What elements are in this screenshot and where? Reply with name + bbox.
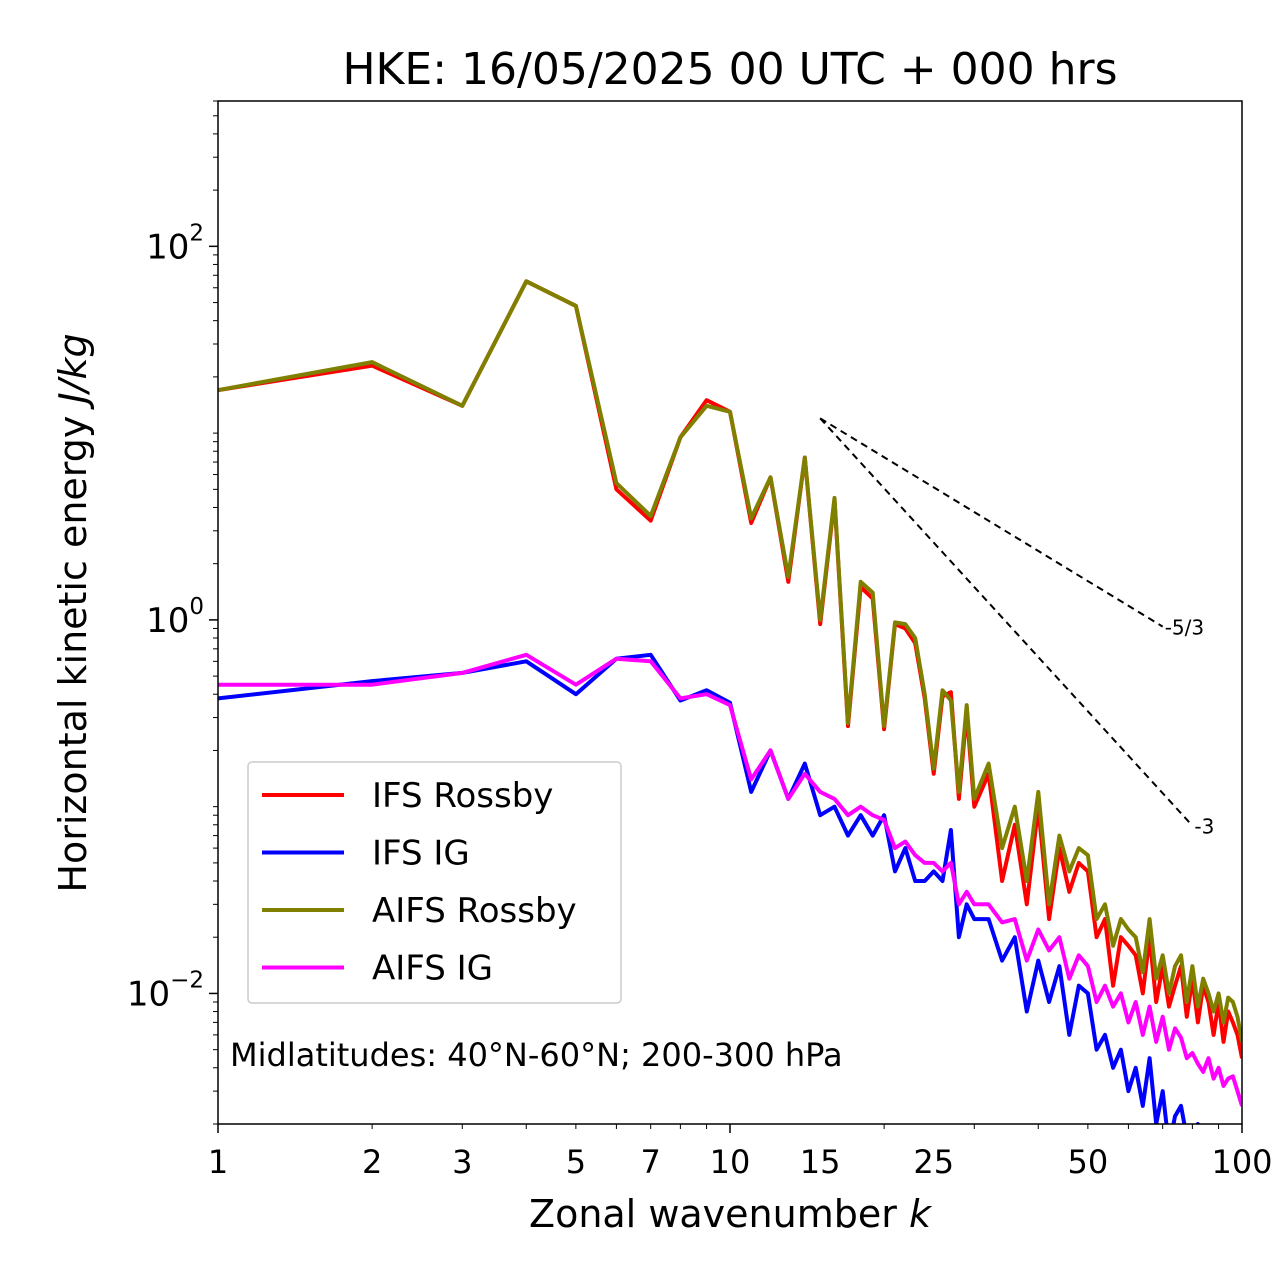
y-tick-label: 10−2 <box>127 967 204 1014</box>
reference-line-label: -5/3 <box>1165 616 1204 640</box>
legend-label: AIFS Rossby <box>372 891 577 931</box>
reference-line <box>819 417 1164 628</box>
x-tick-label: 1 <box>208 1143 228 1181</box>
series-line-aifs-ig <box>218 652 1242 1107</box>
x-tick-label: 15 <box>800 1143 841 1181</box>
x-tick-label: 7 <box>641 1143 661 1181</box>
y-tick-label: 100 <box>146 594 204 641</box>
legend-box <box>247 761 622 1004</box>
y-axis-label: Horizontal kinetic energy J/kg <box>51 333 95 892</box>
series-line-aifs-rossby <box>218 279 1242 1043</box>
x-tick-label: 3 <box>452 1143 472 1181</box>
x-tick-label: 50 <box>1068 1143 1109 1181</box>
reference-line-label: -3 <box>1194 815 1214 839</box>
legend-label: AIFS IG <box>372 949 493 989</box>
x-tick-label: 25 <box>913 1143 954 1181</box>
x-tick-label: 2 <box>362 1143 382 1181</box>
legend-label: IFS IG <box>372 834 470 874</box>
x-tick-label: 100 <box>1211 1143 1272 1181</box>
reference-line <box>819 417 1194 827</box>
region-annotation: Midlatitudes: 40°N-60°N; 200-300 hPa <box>230 1036 843 1074</box>
x-tick-label: 5 <box>566 1143 586 1181</box>
legend: IFS Rossby IFS IG AIFS Rossby AIFS IG <box>247 761 622 1004</box>
y-tick-label: 102 <box>146 220 204 267</box>
series-line-ifs-ig <box>218 652 1201 1124</box>
x-tick-label: 10 <box>710 1143 751 1181</box>
legend-label: IFS Rossby <box>372 776 553 816</box>
x-axis-label: Zonal wavenumber k <box>529 1192 933 1236</box>
chart-title: HKE: 16/05/2025 00 UTC + 000 hrs <box>342 44 1117 95</box>
